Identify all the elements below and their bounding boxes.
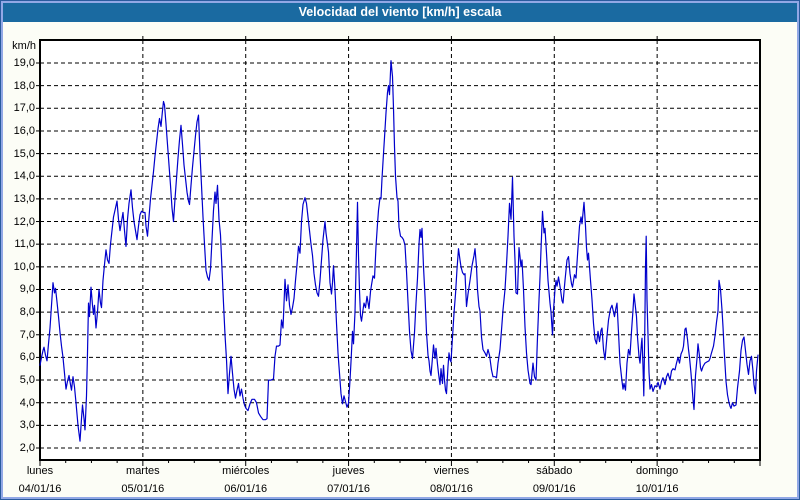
y-tick-label: 17,0 — [13, 102, 35, 115]
y-tick-label: 16,0 — [13, 124, 35, 137]
y-axis-unit-label: km/h — [12, 40, 36, 52]
x-day-date-label: 05/01/16 — [121, 483, 165, 495]
y-tick-label: 3,0 — [19, 419, 35, 432]
x-day-date-label: 10/01/16 — [635, 483, 679, 495]
y-tick-label: 4,0 — [19, 396, 35, 409]
y-tick-label: 18,0 — [13, 79, 35, 92]
wind-speed-line — [39, 60, 759, 442]
x-day-date-label: 04/01/16 — [18, 483, 62, 495]
y-tick-label: 7,0 — [19, 328, 35, 341]
x-day-date-label: 07/01/16 — [327, 483, 370, 495]
y-tick-label: 15,0 — [13, 147, 35, 160]
x-day-date-label: 06/01/16 — [224, 483, 268, 495]
x-day-name-label: sábado — [536, 465, 573, 477]
y-tick-label: 19,0 — [13, 57, 35, 69]
x-day-name-label: domingo — [636, 465, 679, 477]
y-tick-label: 12,0 — [13, 215, 35, 228]
y-tick-label: 11,0 — [14, 238, 35, 251]
y-tick-label: 5,0 — [19, 374, 35, 387]
x-day-name-label: martes — [126, 465, 160, 477]
y-tick-label: 9,0 — [19, 283, 35, 296]
x-day-date-label: 08/01/16 — [430, 483, 473, 495]
x-day-date-label: 09/01/16 — [532, 483, 576, 495]
x-day-name-label: jueves — [332, 465, 365, 477]
chart-title: Velocidad del viento [km/h] escala — [298, 5, 502, 19]
plot-area — [40, 40, 760, 460]
x-day-name-label: lunes — [26, 465, 54, 477]
y-tick-label: 6,0 — [19, 351, 35, 364]
y-tick-label: 2,0 — [19, 441, 35, 454]
y-tick-label: 14,0 — [13, 170, 35, 183]
y-tick-label: 8,0 — [19, 306, 35, 319]
plot-border — [39, 39, 761, 461]
title-bar: Velocidad del viento [km/h] escala — [3, 3, 797, 22]
x-day-name-label: viernes — [433, 465, 470, 477]
x-day-name-label: miércoles — [222, 465, 270, 477]
y-tick-label: 10,0 — [13, 260, 35, 273]
y-tick-label: 13,0 — [13, 192, 35, 205]
